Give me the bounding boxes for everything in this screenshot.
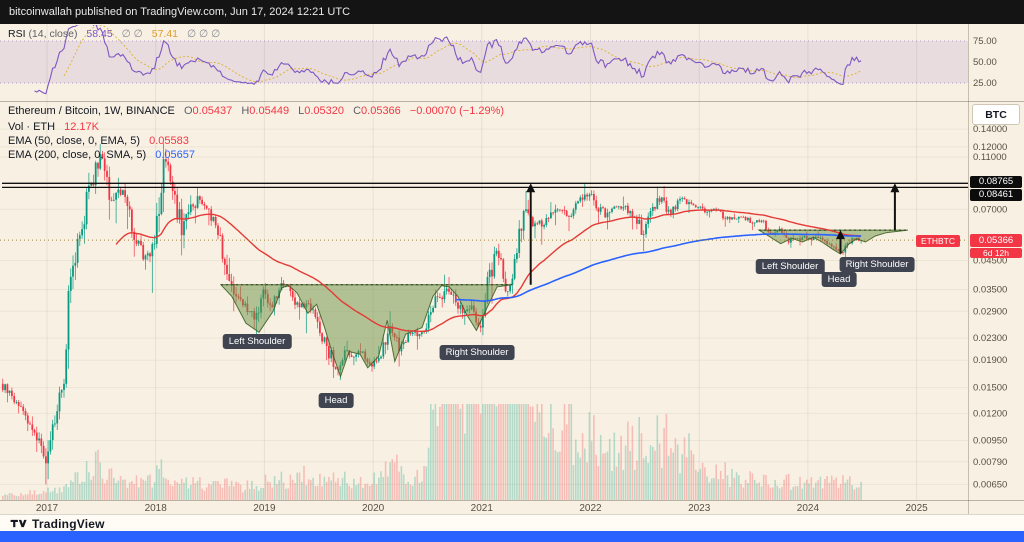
- svg-text:2025: 2025: [905, 503, 928, 514]
- svg-text:0.02300: 0.02300: [973, 333, 1007, 344]
- ema50-value: 0.05583: [149, 135, 189, 147]
- bar-countdown-badge: 6d 12h: [970, 248, 1022, 258]
- ema200-legend-row[interactable]: EMA (200, close, 0, SMA, 5) 0.05657: [8, 149, 195, 161]
- symbol-legend-row[interactable]: Ethereum / Bitcoin, 1W, BINANCE O0.05437…: [8, 105, 504, 117]
- tradingview-logo-icon[interactable]: [10, 517, 27, 530]
- ema200-label: EMA (200, close, 0, SMA, 5): [8, 149, 147, 161]
- svg-text:0.12000: 0.12000: [973, 142, 1007, 153]
- svg-text:0.01500: 0.01500: [973, 383, 1007, 394]
- quote-currency-button[interactable]: BTC: [972, 104, 1020, 125]
- small-head-label[interactable]: Head: [821, 272, 857, 287]
- svg-text:0.00650: 0.00650: [973, 479, 1007, 490]
- rsi-hidden-values-a: ∅ ∅: [121, 28, 143, 40]
- small-left-shoulder-label[interactable]: Left Shoulder: [755, 259, 825, 274]
- big-left-shoulder-label[interactable]: Left Shoulder: [222, 334, 292, 349]
- arrow-layer: [526, 183, 900, 285]
- svg-text:50.00: 50.00: [973, 57, 997, 68]
- footer: TradingView: [0, 514, 1024, 532]
- svg-text:2018: 2018: [145, 503, 168, 514]
- candles-layer: [1, 143, 862, 485]
- volume-label: Vol · ETH: [8, 121, 56, 133]
- svg-text:2017: 2017: [36, 503, 59, 514]
- volume-value: 12.17K: [64, 121, 100, 133]
- small-right-shoulder-label[interactable]: Right Shoulder: [839, 257, 915, 272]
- svg-text:0.07000: 0.07000: [973, 204, 1007, 215]
- big-right-shoulder-label[interactable]: Right Shoulder: [439, 345, 515, 360]
- svg-text:2022: 2022: [579, 503, 602, 514]
- tradingview-brand-text[interactable]: TradingView: [32, 516, 105, 531]
- bottom-accent-bar: [0, 531, 1024, 542]
- rsi-hidden-values-b: ∅ ∅ ∅: [186, 28, 221, 40]
- high-value: 0.05449: [249, 105, 290, 117]
- big-head-label[interactable]: Head: [318, 393, 354, 408]
- ema50-label: EMA (50, close, 0, EMA, 5): [8, 135, 141, 147]
- change-value: −0.00070 (−1.29%): [409, 105, 505, 117]
- publish-header: bitcoinwallah published on TradingView.c…: [0, 0, 1024, 24]
- svg-text:0.14000: 0.14000: [973, 124, 1007, 135]
- close-value: 0.05366: [361, 105, 401, 117]
- svg-text:2020: 2020: [362, 503, 385, 514]
- svg-text:75.00: 75.00: [973, 36, 997, 47]
- ema50-legend-row[interactable]: EMA (50, close, 0, EMA, 5) 0.05583: [8, 135, 189, 147]
- pattern-layer: [219, 229, 908, 379]
- low-label: L: [298, 105, 305, 117]
- ema-lines: [115, 209, 862, 332]
- open-label: O: [183, 105, 193, 117]
- svg-text:0.02900: 0.02900: [973, 306, 1007, 317]
- rsi-params: (14, close): [28, 28, 78, 40]
- rsi-title: RSI: [8, 28, 26, 40]
- series-tag: ETHBTC: [916, 235, 960, 247]
- time-axis[interactable]: 2017 2018 2019 2020 2021 2022 2023 2024 2025: [36, 503, 928, 514]
- symbol-title: Ethereum / Bitcoin, 1W, BINANCE: [8, 105, 175, 117]
- resistance-level-badge-1: 0.08765: [970, 176, 1022, 188]
- close-label: C: [353, 105, 362, 117]
- rsi-pane: [0, 25, 968, 95]
- svg-text:2024: 2024: [797, 503, 820, 514]
- rsi-legend[interactable]: RSI (14, close) 58.45 ∅ ∅ 57.41 ∅ ∅ ∅: [8, 28, 220, 40]
- rsi-value: 58.45: [86, 28, 113, 40]
- last-price-badge: 0.05366: [970, 234, 1022, 247]
- svg-text:2023: 2023: [688, 503, 711, 514]
- publish-text: bitcoinwallah published on TradingView.c…: [9, 6, 351, 18]
- ema200-value: 0.05657: [155, 149, 195, 161]
- svg-text:0.03500: 0.03500: [973, 285, 1007, 296]
- svg-text:0.04500: 0.04500: [973, 255, 1007, 266]
- svg-text:0.01900: 0.01900: [973, 355, 1007, 366]
- svg-text:0.00790: 0.00790: [973, 457, 1007, 468]
- svg-text:25.00: 25.00: [973, 78, 997, 89]
- low-value: 0.05320: [304, 105, 345, 117]
- resistance-level-badge-2: 0.08461: [970, 189, 1022, 201]
- level-lines: [0, 182, 968, 241]
- main-pane: [0, 143, 968, 500]
- svg-text:2021: 2021: [471, 503, 494, 514]
- svg-text:0.00950: 0.00950: [973, 435, 1007, 446]
- volume-legend-row[interactable]: Vol · ETH 12.17K: [8, 121, 99, 133]
- volume-layer: [2, 404, 862, 500]
- svg-text:0.01200: 0.01200: [973, 408, 1007, 419]
- rsi-ma-value: 57.41: [151, 28, 179, 40]
- open-value: 0.05437: [192, 105, 233, 117]
- svg-text:2019: 2019: [253, 503, 276, 514]
- svg-text:0.11000: 0.11000: [973, 152, 1007, 163]
- high-label: H: [241, 105, 250, 117]
